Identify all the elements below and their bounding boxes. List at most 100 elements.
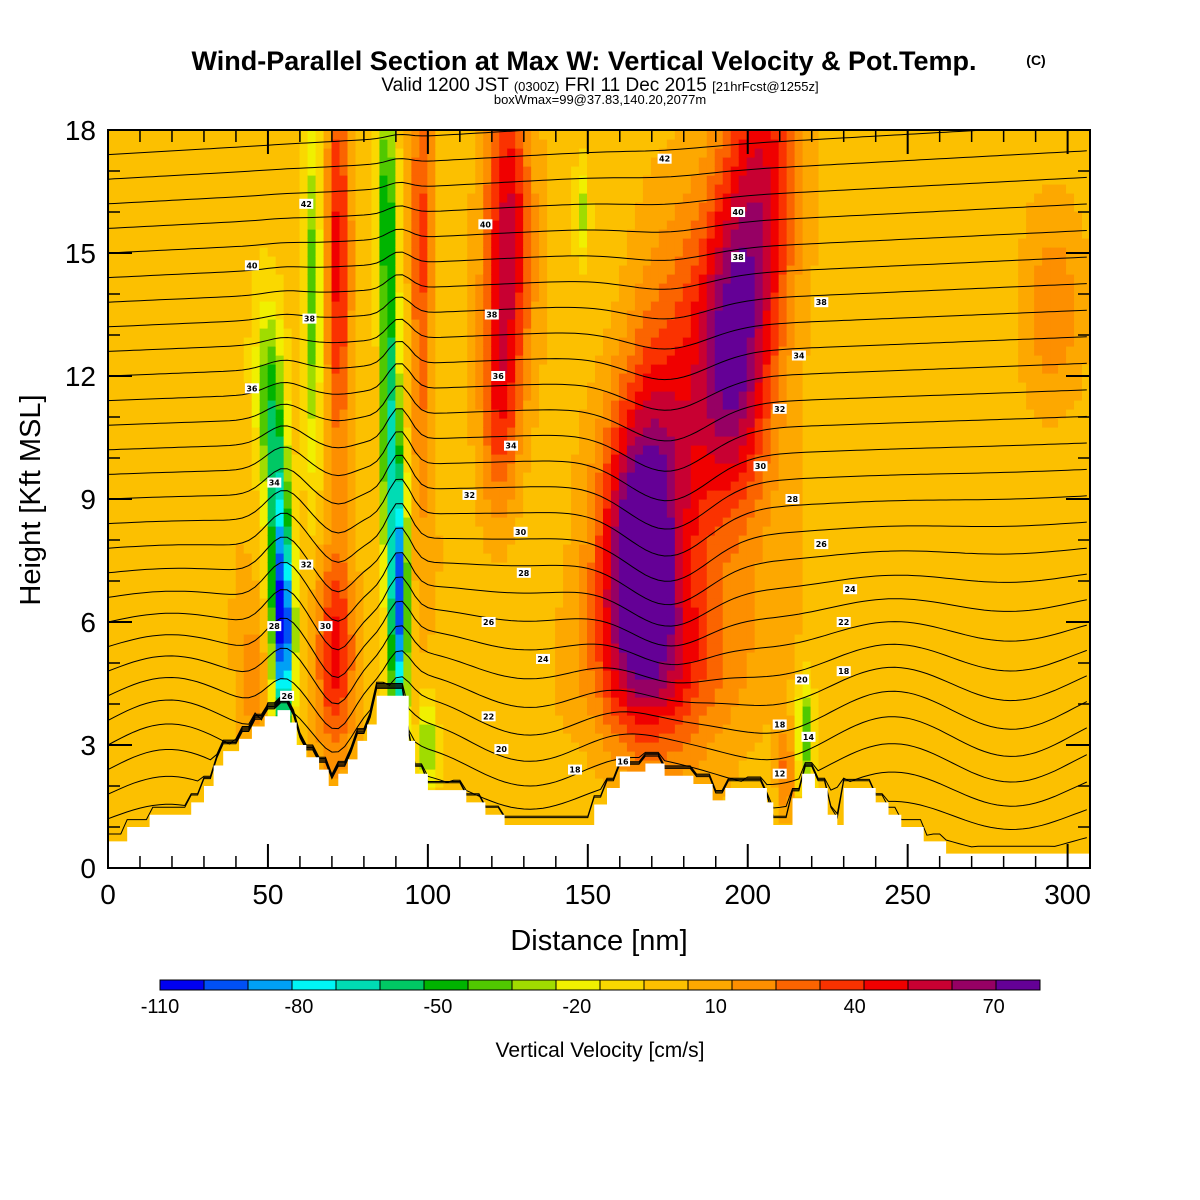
velocity-cell bbox=[179, 391, 189, 401]
velocity-cell bbox=[563, 661, 572, 671]
velocity-cell bbox=[499, 328, 508, 338]
velocity-cell bbox=[259, 490, 269, 500]
velocity-cell bbox=[411, 157, 420, 167]
velocity-cell bbox=[155, 553, 165, 563]
velocity-cell bbox=[459, 589, 468, 599]
velocity-cell bbox=[475, 166, 484, 176]
velocity-cell bbox=[131, 364, 141, 374]
velocity-cell bbox=[419, 679, 428, 689]
velocity-cell bbox=[507, 418, 516, 428]
velocity-cell bbox=[571, 382, 580, 392]
velocity-cell bbox=[163, 562, 173, 572]
velocity-cell bbox=[451, 535, 460, 545]
velocity-cell bbox=[467, 733, 476, 743]
velocity-cell bbox=[443, 292, 452, 302]
velocity-cell bbox=[459, 355, 468, 365]
velocity-cell bbox=[363, 427, 373, 437]
velocity-cell bbox=[291, 364, 301, 374]
velocity-cell bbox=[123, 589, 133, 599]
velocity-cell bbox=[315, 130, 325, 140]
velocity-cell bbox=[115, 139, 125, 149]
velocity-cell bbox=[379, 346, 389, 356]
velocity-cell bbox=[243, 661, 253, 671]
velocity-cell bbox=[411, 598, 420, 608]
velocity-cell bbox=[163, 454, 173, 464]
velocity-cell bbox=[395, 652, 404, 662]
velocity-cell bbox=[315, 697, 325, 707]
velocity-cell bbox=[539, 634, 548, 644]
velocity-cell bbox=[139, 265, 149, 275]
velocity-cell bbox=[275, 166, 285, 176]
velocity-cell bbox=[363, 562, 373, 572]
velocity-cell bbox=[347, 283, 357, 293]
velocity-cell bbox=[108, 436, 117, 446]
velocity-cell bbox=[187, 382, 197, 392]
velocity-cell bbox=[267, 130, 277, 140]
velocity-cell bbox=[108, 373, 117, 383]
velocity-cell bbox=[523, 283, 532, 293]
velocity-cell bbox=[179, 238, 189, 248]
velocity-cell bbox=[467, 193, 476, 203]
velocity-cell bbox=[315, 589, 325, 599]
velocity-cell bbox=[475, 760, 484, 770]
velocity-cell bbox=[187, 148, 197, 158]
velocity-cell bbox=[547, 751, 556, 761]
velocity-cell bbox=[467, 247, 476, 257]
velocity-cell bbox=[195, 283, 205, 293]
velocity-cell bbox=[451, 400, 460, 410]
velocity-cell bbox=[331, 346, 341, 356]
velocity-cell bbox=[163, 724, 173, 734]
velocity-cell bbox=[515, 436, 524, 446]
velocity-cell bbox=[315, 220, 325, 230]
velocity-cell bbox=[235, 211, 245, 221]
velocity-cell bbox=[155, 184, 165, 194]
velocity-cell bbox=[451, 184, 460, 194]
velocity-cell bbox=[219, 598, 229, 608]
velocity-cell bbox=[195, 157, 205, 167]
velocity-cell bbox=[459, 283, 468, 293]
velocity-cell bbox=[555, 373, 564, 383]
velocity-cell bbox=[131, 769, 141, 779]
velocity-cell bbox=[563, 283, 572, 293]
velocity-cell bbox=[587, 670, 596, 680]
velocity-cell bbox=[187, 733, 197, 743]
velocity-cell bbox=[115, 274, 125, 284]
velocity-cell bbox=[547, 166, 556, 176]
velocity-cell bbox=[507, 157, 516, 167]
velocity-cell bbox=[227, 355, 237, 365]
velocity-cell bbox=[108, 688, 117, 698]
velocity-cell bbox=[587, 517, 596, 527]
velocity-cell bbox=[307, 364, 317, 374]
velocity-cell bbox=[411, 265, 420, 275]
velocity-cell bbox=[547, 409, 556, 419]
velocity-cell bbox=[187, 283, 197, 293]
velocity-cell bbox=[507, 148, 516, 158]
velocity-cell bbox=[443, 211, 452, 221]
velocity-cell bbox=[587, 400, 596, 410]
velocity-cell bbox=[283, 256, 293, 266]
velocity-cell bbox=[283, 526, 293, 536]
velocity-cell bbox=[587, 454, 596, 464]
velocity-cell bbox=[179, 346, 189, 356]
velocity-cell bbox=[451, 553, 460, 563]
velocity-cell bbox=[411, 292, 420, 302]
velocity-cell bbox=[547, 391, 556, 401]
velocity-cell bbox=[499, 760, 508, 770]
velocity-cell bbox=[491, 418, 500, 428]
velocity-cell bbox=[235, 391, 245, 401]
velocity-cell bbox=[371, 310, 381, 320]
velocity-cell bbox=[331, 265, 341, 275]
velocity-cell bbox=[211, 436, 221, 446]
velocity-cell bbox=[467, 787, 476, 797]
velocity-cell bbox=[108, 319, 117, 329]
velocity-cell bbox=[523, 238, 532, 248]
velocity-cell bbox=[395, 238, 404, 248]
velocity-cell bbox=[139, 301, 149, 311]
velocity-cell bbox=[387, 526, 397, 536]
velocity-cell bbox=[195, 382, 205, 392]
velocity-cell bbox=[547, 157, 556, 167]
velocity-cell bbox=[131, 400, 141, 410]
velocity-cell bbox=[571, 346, 580, 356]
velocity-cell bbox=[259, 544, 269, 554]
velocity-cell bbox=[123, 526, 133, 536]
